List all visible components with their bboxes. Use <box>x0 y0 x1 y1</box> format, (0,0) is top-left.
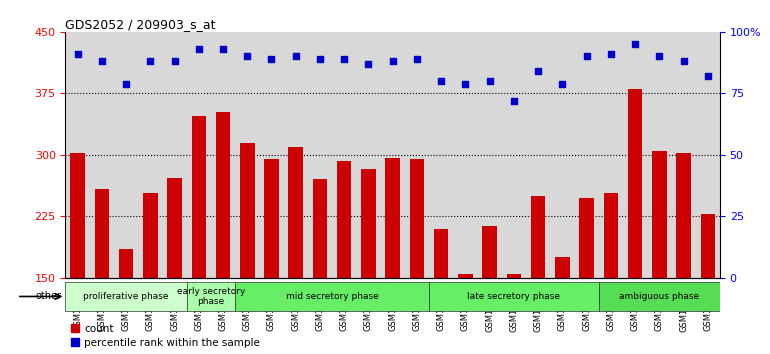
Point <box>169 58 181 64</box>
Bar <box>289 147 303 354</box>
Bar <box>216 112 230 354</box>
Point <box>290 53 302 59</box>
Point <box>338 56 350 62</box>
Bar <box>386 158 400 354</box>
Text: late secretory phase: late secretory phase <box>467 292 561 301</box>
Point <box>484 78 496 84</box>
Point <box>701 73 714 79</box>
Point <box>387 58 399 64</box>
Point <box>314 56 326 62</box>
Point <box>192 46 205 52</box>
Text: GDS2052 / 209903_s_at: GDS2052 / 209903_s_at <box>65 18 216 31</box>
Point <box>120 81 132 86</box>
Bar <box>604 193 618 354</box>
Point <box>435 78 447 84</box>
Point <box>604 51 617 57</box>
Point <box>653 53 665 59</box>
Text: proliferative phase: proliferative phase <box>83 292 169 301</box>
Bar <box>458 274 473 354</box>
Bar <box>434 229 448 354</box>
FancyBboxPatch shape <box>429 282 599 311</box>
Point <box>266 56 278 62</box>
Bar <box>143 193 158 354</box>
Point <box>532 68 544 74</box>
Bar <box>676 153 691 354</box>
Text: mid secretory phase: mid secretory phase <box>286 292 379 301</box>
Point <box>629 41 641 47</box>
Point <box>678 58 690 64</box>
Point <box>581 53 593 59</box>
FancyBboxPatch shape <box>235 282 429 311</box>
FancyBboxPatch shape <box>186 282 235 311</box>
Bar <box>70 153 85 354</box>
Point <box>556 81 568 86</box>
Point <box>241 53 253 59</box>
Bar <box>119 249 133 354</box>
Bar <box>167 178 182 354</box>
Bar <box>192 115 206 354</box>
Point <box>363 61 375 67</box>
Point <box>144 58 156 64</box>
Bar <box>95 189 109 354</box>
Point <box>95 58 108 64</box>
Bar <box>482 226 497 354</box>
Bar <box>701 214 715 354</box>
FancyBboxPatch shape <box>599 282 720 311</box>
Bar <box>507 274 521 354</box>
Point <box>410 56 423 62</box>
Point <box>217 46 229 52</box>
Bar <box>240 143 255 354</box>
Bar <box>264 159 279 354</box>
Bar <box>555 257 570 354</box>
Bar <box>410 159 424 354</box>
Bar <box>652 151 667 354</box>
Text: early secretory
phase: early secretory phase <box>176 287 245 306</box>
Bar <box>337 161 351 354</box>
Legend: count, percentile rank within the sample: count, percentile rank within the sample <box>71 324 260 348</box>
FancyBboxPatch shape <box>65 282 186 311</box>
Bar <box>313 179 327 354</box>
Bar <box>628 89 642 354</box>
Bar <box>531 196 545 354</box>
Text: ambiguous phase: ambiguous phase <box>619 292 699 301</box>
Point <box>72 51 84 57</box>
Text: other: other <box>35 291 62 302</box>
Bar <box>361 169 376 354</box>
Bar <box>579 198 594 354</box>
Point <box>507 98 520 104</box>
Point <box>459 81 471 86</box>
